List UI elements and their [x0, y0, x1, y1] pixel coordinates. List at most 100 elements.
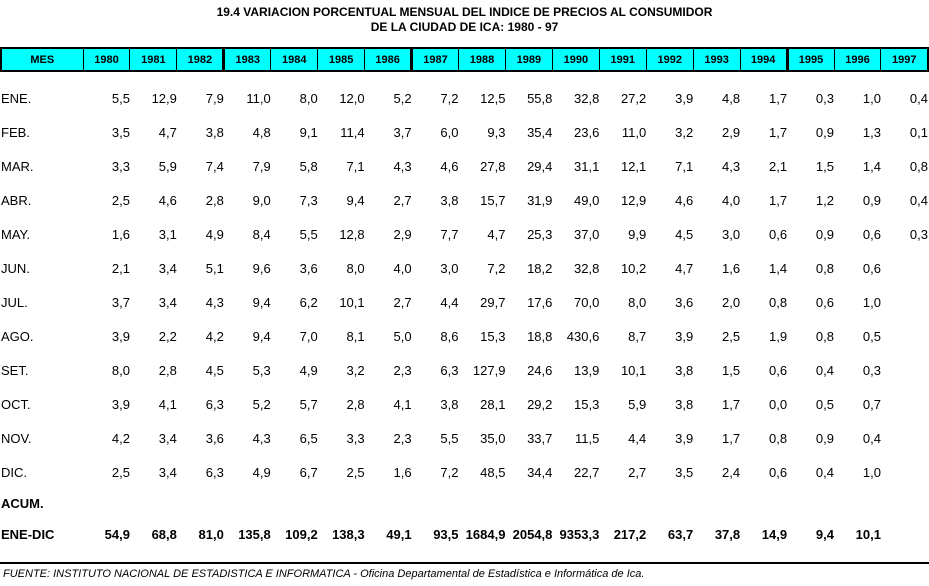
table-cell: [881, 517, 928, 551]
table-cell: 3,6: [675, 294, 694, 310]
table-cell: 6,7: [299, 464, 318, 480]
table-cell: 6,5: [299, 430, 318, 446]
table-cell: 12,1: [620, 158, 647, 174]
table-cell: 3,5: [111, 124, 130, 140]
table-cell: [881, 251, 928, 285]
table-cell: 1,3: [862, 124, 881, 140]
table-cell: 23,6: [574, 124, 600, 140]
table-cell: 138,3: [332, 526, 365, 542]
table-row-month: JUN. 2,1 3,4 5,1 9,6 3,6 8,0 4,0 3,0 7,2 18,2 32,8 1…: [1, 251, 928, 285]
table-cell: [318, 489, 365, 517]
table-cell: 27,2: [620, 90, 647, 106]
table-cell: 1684,9: [465, 526, 506, 542]
table-cell: 37,0: [574, 226, 600, 242]
table-cell: 0,7: [862, 396, 881, 412]
table-cell: [881, 455, 928, 489]
table-cell: [459, 489, 506, 517]
table-cell: 127,9: [472, 362, 506, 378]
table-cell: 6,3: [440, 362, 459, 378]
table-cell: 31,1: [574, 158, 600, 174]
table-cell: 12,9: [151, 90, 177, 106]
table-cell: 3,8: [675, 362, 694, 378]
table-cell: 2,8: [205, 192, 224, 208]
table-cell: 28,1: [480, 396, 506, 412]
table-cell: 63,7: [667, 526, 694, 542]
table-cell: 14,9: [761, 526, 788, 542]
table-cell: 2,5: [722, 328, 741, 344]
table-cell: 93,5: [433, 526, 459, 542]
table-cell: 9,4: [252, 328, 271, 344]
table-cell: 7,9: [252, 158, 271, 174]
table-cell: 6,3: [205, 464, 224, 480]
source-note: FUENTE: INSTITUTO NACIONAL DE ESTADISTIC…: [3, 568, 645, 580]
table-cell: 4,3: [252, 430, 271, 446]
table-cell: 49,1: [386, 526, 412, 542]
column-header-year: 1988: [458, 47, 506, 72]
table-cell: 37,8: [714, 526, 741, 542]
table-cell: 11,4: [340, 124, 365, 140]
table-cell: 6,3: [205, 396, 224, 412]
table-cell: 0,3: [909, 226, 928, 242]
table-cell: 0,4: [862, 430, 881, 446]
table-cell: 4,0: [393, 260, 412, 276]
table-cell: 10,1: [620, 362, 647, 378]
table-cell: 3,8: [205, 124, 224, 140]
row-label: ACUM.: [1, 495, 44, 511]
table-cell: 2,5: [111, 464, 130, 480]
table-cell: 3,4: [158, 430, 177, 446]
table-cell: 4,1: [158, 396, 177, 412]
row-label: AGO.: [1, 328, 34, 344]
table-cell: 9,9: [628, 226, 647, 242]
table-cell: 3,0: [722, 226, 741, 242]
table-cell: 0,8: [768, 430, 788, 446]
table-cell: 11,5: [574, 430, 600, 446]
table-cell: 8,0: [299, 90, 318, 106]
table-cell: 4,5: [675, 226, 694, 242]
table-cell: 4,7: [487, 226, 506, 242]
table-cell: 5,3: [252, 362, 271, 378]
table-cell: 27,8: [480, 158, 506, 174]
table-cell: 1,4: [768, 260, 788, 276]
table-cell: 1,0: [862, 90, 881, 106]
table-cell: 3,8: [440, 192, 459, 208]
table-cell: 1,6: [393, 464, 412, 480]
page-title-line2: DE LA CIUDAD DE ICA: 1980 - 97: [370, 20, 559, 34]
table-cell: 7,0: [299, 328, 318, 344]
table-cell: 32,8: [574, 90, 600, 106]
table-cell: 3,9: [675, 430, 694, 446]
table-cell: [83, 489, 130, 517]
table-cell: 8,0: [346, 260, 365, 276]
row-label: MAY.: [1, 226, 31, 242]
table-cell: 31,9: [527, 192, 553, 208]
table-cell: 4,7: [158, 124, 177, 140]
column-header-year: 1980: [82, 47, 131, 72]
table-cell: 4,8: [722, 90, 741, 106]
table-cell: 4,9: [205, 226, 224, 242]
column-header-year: 1986: [364, 47, 413, 72]
table-cell: 4,8: [252, 124, 271, 140]
row-label: ABR.: [1, 192, 32, 208]
table-cell: 1,5: [722, 362, 741, 378]
table-cell: 29,2: [527, 396, 553, 412]
column-header-year: 1995: [785, 47, 835, 72]
table-cell: 18,8: [527, 328, 553, 344]
table-cell: 1,6: [722, 260, 741, 276]
table-cell: 8,1: [346, 328, 365, 344]
table-cell: 4,4: [440, 294, 459, 310]
column-header-year: 1991: [598, 47, 647, 72]
table-cell: 3,9: [675, 328, 694, 344]
spacer-row: [1, 71, 928, 81]
table-cell: [693, 489, 740, 517]
table-cell: 1,7: [768, 90, 788, 106]
table-cell: 0,6: [768, 362, 788, 378]
column-header-year: 1996: [833, 47, 882, 72]
table-cell: [271, 489, 318, 517]
table-cell: 10,1: [339, 294, 365, 310]
table-cell: 9,6: [252, 260, 271, 276]
table-row-acum: ACUM.: [1, 489, 928, 517]
table-cell: 9,4: [815, 526, 834, 542]
column-header-year: 1984: [270, 47, 319, 72]
column-header-year: 1990: [551, 47, 600, 72]
table-cell: 2,7: [628, 464, 647, 480]
